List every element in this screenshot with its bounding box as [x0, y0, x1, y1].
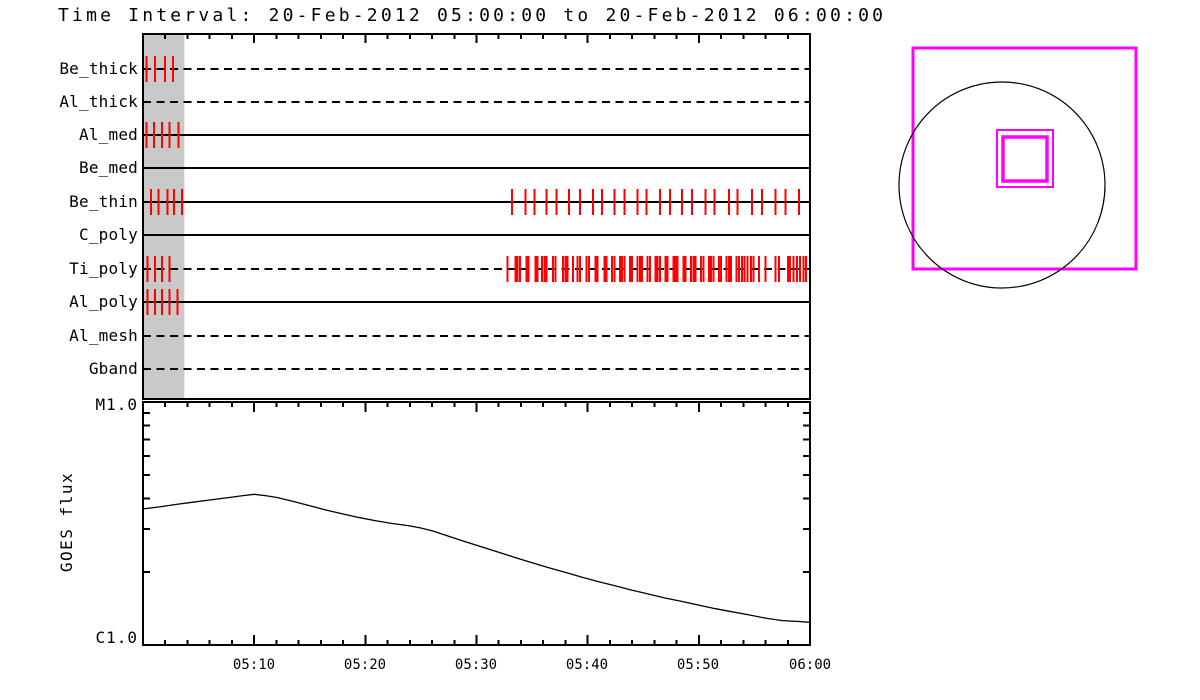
xtick-label-0600: 06:00: [788, 657, 832, 673]
filter-label-be-thin: Be_thin: [69, 192, 138, 211]
goes-frame: [142, 401, 811, 646]
xtick-label-0530: 05:30: [454, 657, 498, 673]
filter-label-al-thick: Al_thick: [59, 92, 138, 111]
timeline-frame: [142, 33, 811, 400]
filter-label-be-med: Be_med: [79, 158, 138, 177]
xtick-label-0520: 05:20: [343, 657, 387, 673]
page-title: Time Interval: 20-Feb-2012 05:00:00 to 2…: [58, 5, 887, 26]
exposure-ticks-al_poly: [146, 289, 179, 315]
goes-flux-axis-title: GOES flux: [57, 471, 76, 573]
scheduled-interval-band: [144, 35, 185, 400]
ytick-label-m1: M1.0: [95, 395, 138, 414]
filter-label-al-mesh: Al_mesh: [69, 326, 138, 345]
fov-display: [898, 46, 1138, 289]
xtick-label-0550: 05:50: [676, 657, 720, 673]
solar-limb-circle: [898, 81, 1106, 289]
goes-y-log-ticks: [143, 401, 810, 646]
fov-mid-square: [996, 129, 1054, 188]
fov-inner-square: [1001, 135, 1049, 183]
filter-label-be-thick: Be_thick: [59, 59, 138, 78]
goes-flux-curve: [142, 493, 811, 623]
exposure-ticks-al_med: [145, 122, 180, 148]
xtick-label-0510: 05:10: [232, 657, 276, 673]
filter-label-ti-poly: Ti_poly: [69, 259, 138, 278]
exposure-ticks-ti_poly: [146, 256, 808, 282]
filter-label-c-poly: C_poly: [79, 225, 138, 244]
exposure-ticks-be_thick: [145, 56, 175, 82]
timeline-rows: [143, 56, 810, 370]
ytick-label-c1: C1.0: [95, 628, 138, 647]
fov-outer-square: [911, 46, 1138, 271]
timeline-time-ticks: [164, 34, 789, 43]
xtick-label-0540: 05:40: [565, 657, 609, 673]
filter-label-gband: Gband: [88, 359, 138, 378]
filter-label-al-poly: Al_poly: [69, 292, 138, 311]
filter-label-al-med: Al_med: [79, 125, 138, 144]
goes-x-ticks: [164, 402, 789, 645]
exposure-ticks-be_thin: [149, 189, 800, 215]
